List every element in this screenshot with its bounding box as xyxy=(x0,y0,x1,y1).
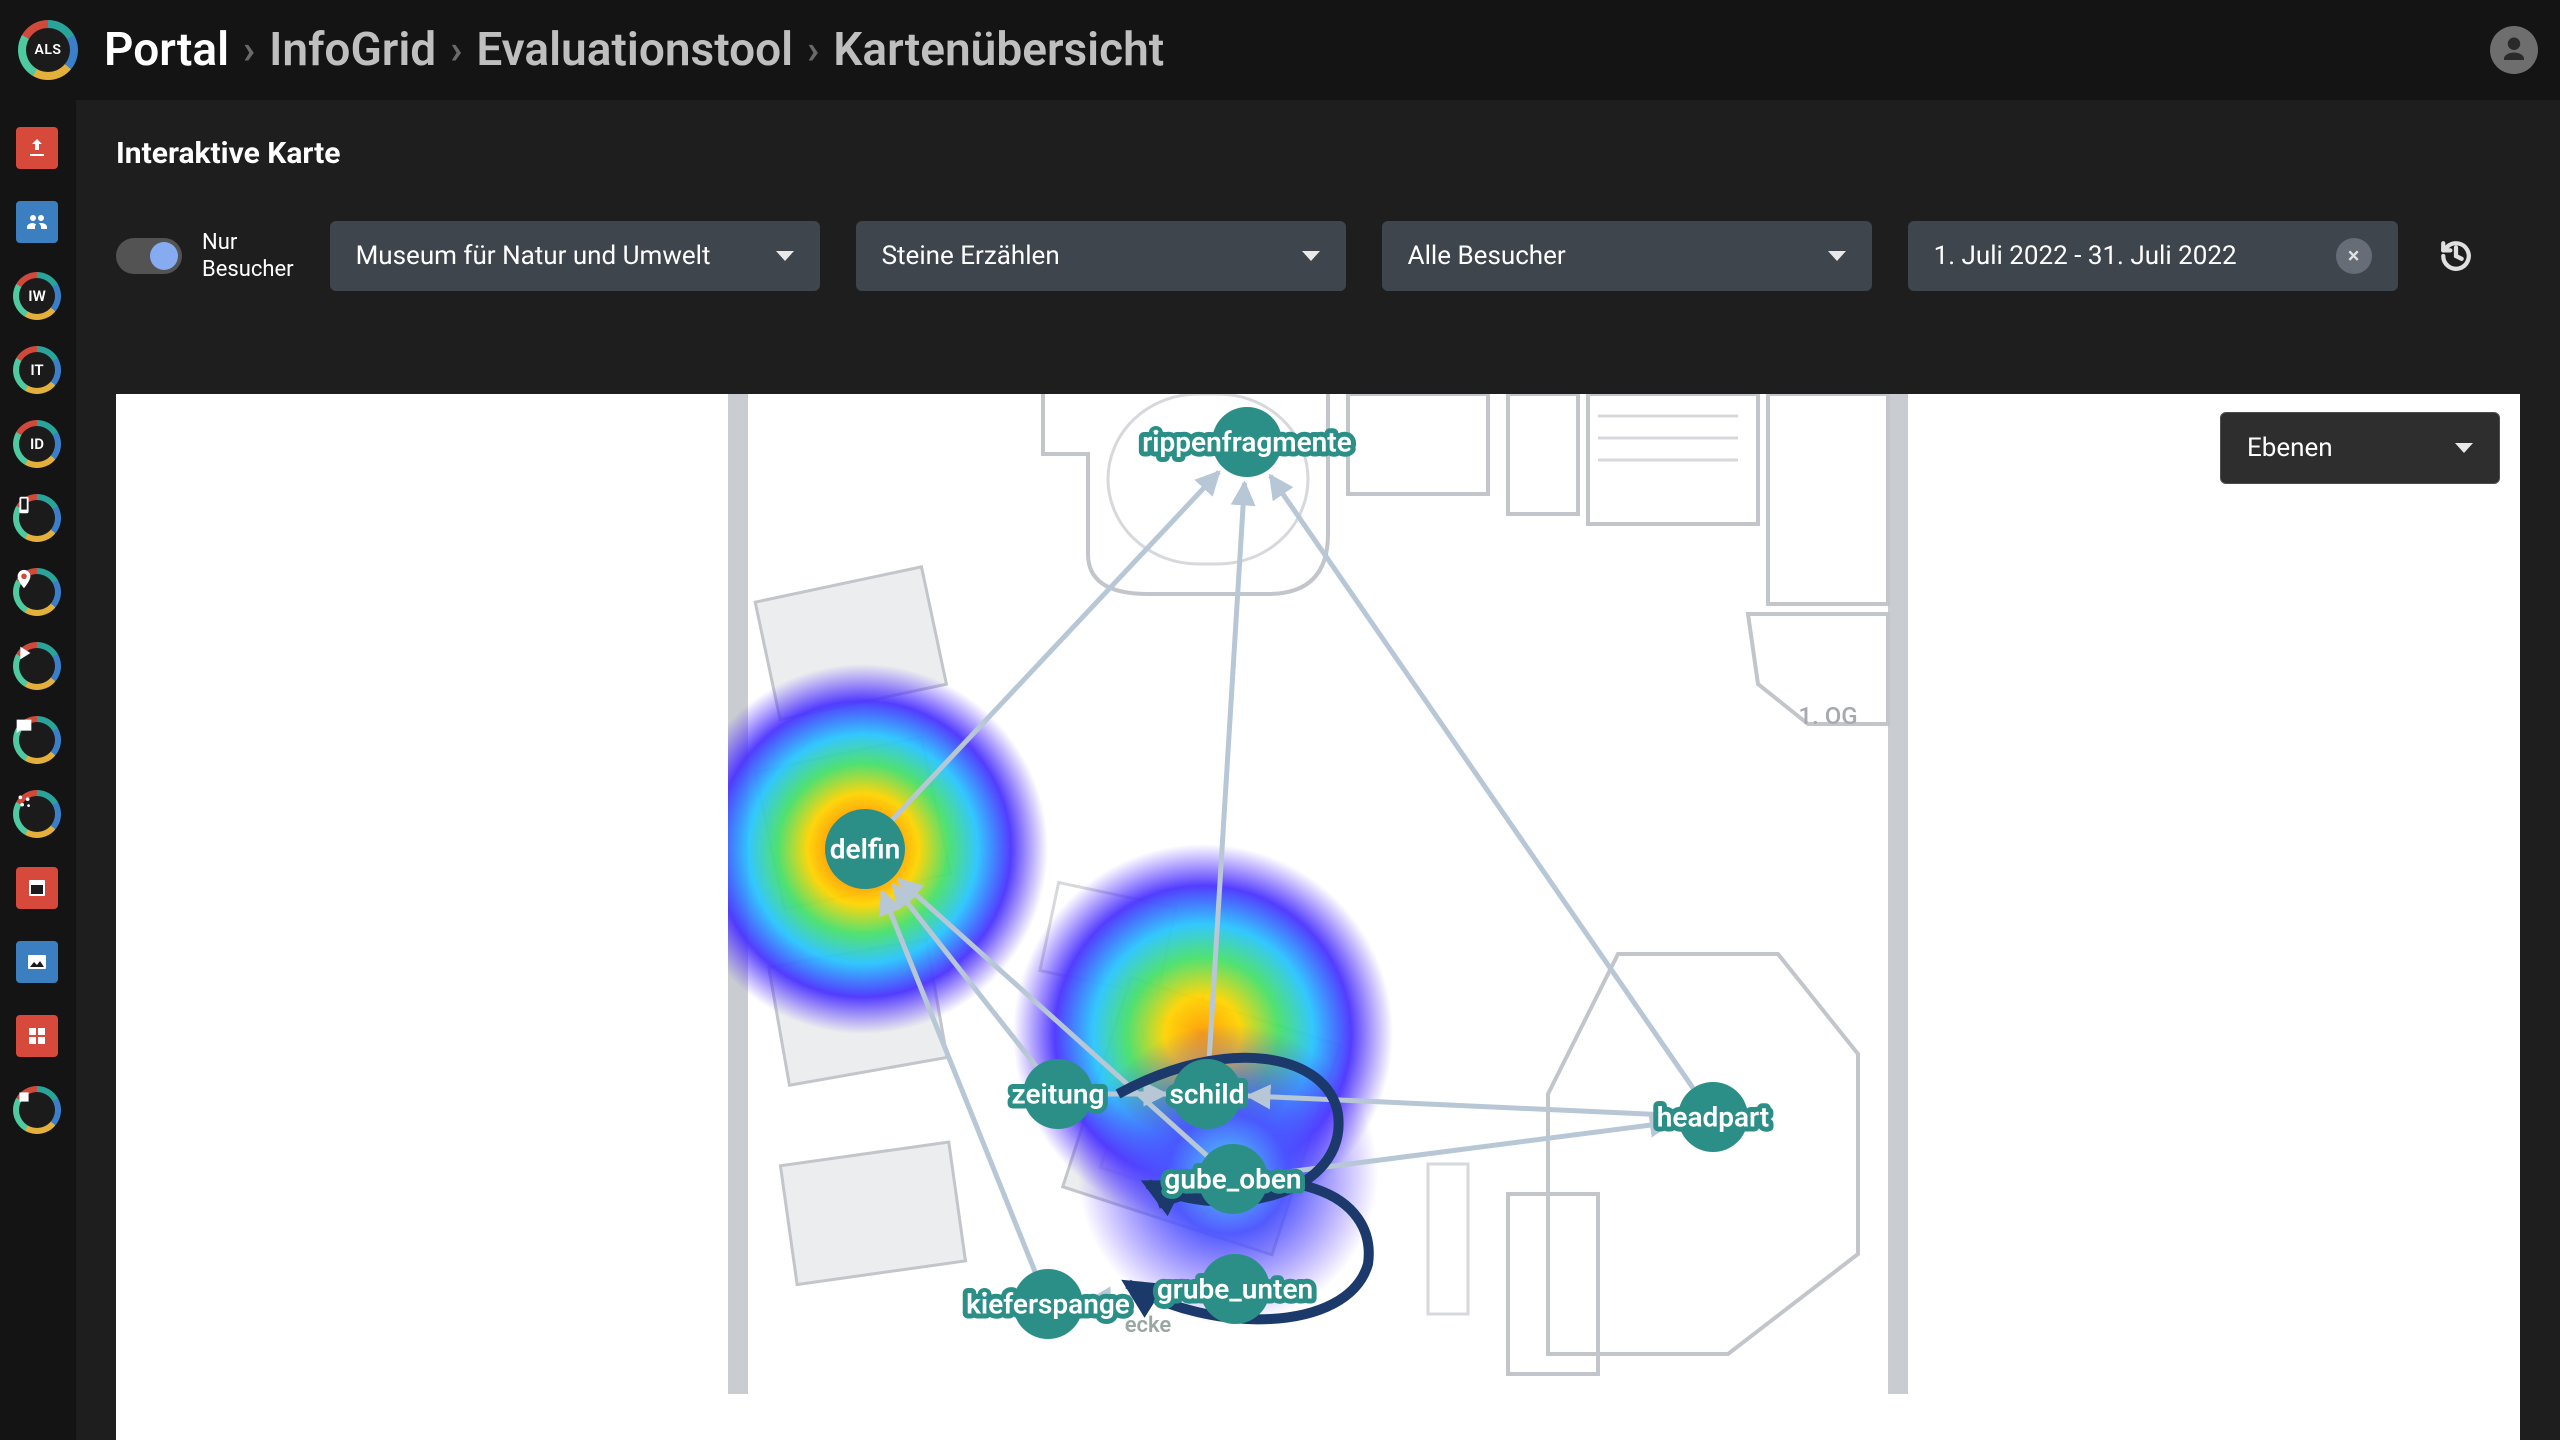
rail-item-1[interactable] xyxy=(13,198,61,246)
caret-down-icon xyxy=(776,251,794,261)
rail-upload-icon xyxy=(16,127,58,169)
rail-chat-icon xyxy=(13,716,61,764)
daterange-value: 1. Juli 2022 - 31. Juli 2022 xyxy=(1934,241,2237,271)
rail-item-0[interactable] xyxy=(13,124,61,172)
visitors-only-toggle-wrap: Nur Besucher xyxy=(116,229,294,284)
map-faded-label: ecke xyxy=(1125,1313,1172,1338)
breadcrumb-item-0[interactable]: Portal xyxy=(104,23,229,77)
svg-text:headpart: headpart xyxy=(1657,1101,1769,1134)
svg-text:rippenfragmente: rippenfragmente xyxy=(1142,426,1352,459)
user-avatar[interactable] xyxy=(2490,26,2538,74)
map-card: 1. OG xyxy=(116,394,2520,1440)
rail-item-6[interactable] xyxy=(13,568,61,616)
layers-dropdown[interactable]: Ebenen xyxy=(2220,412,2500,484)
filter-bar: Nur Besucher Museum für Natur und Umwelt… xyxy=(116,221,2520,291)
rail-item-4[interactable]: ID xyxy=(13,420,61,468)
breadcrumb-item-1[interactable]: InfoGrid xyxy=(269,23,436,77)
rail-play-icon xyxy=(13,642,61,690)
rail-ring-iw: IW xyxy=(13,272,61,320)
map-node-rippenfragmente[interactable]: rippenfragmente xyxy=(1142,407,1352,477)
exhibition-select[interactable]: Steine Erzählen xyxy=(856,221,1346,291)
rail-item-10[interactable] xyxy=(13,864,61,912)
visitors-select[interactable]: Alle Besucher xyxy=(1382,221,1872,291)
rail-phone-icon xyxy=(13,494,61,542)
content: Interaktive Karte Nur Besucher Museum fü… xyxy=(76,100,2560,1440)
topbar: ALS Portal › InfoGrid › Evaluationstool … xyxy=(0,0,2560,100)
caret-down-icon xyxy=(1302,251,1320,261)
svg-text:kieferspange: kieferspange xyxy=(966,1288,1130,1321)
rail-item-8[interactable] xyxy=(13,716,61,764)
floor-label: 1. OG xyxy=(1798,702,1857,730)
visitors-only-label: Nur Besucher xyxy=(202,229,294,284)
map-node-delfin[interactable]: delfin xyxy=(825,809,905,889)
rail-item-9[interactable] xyxy=(13,790,61,838)
svg-text:zeitung: zeitung xyxy=(1012,1078,1105,1111)
map-node-headpart[interactable]: headpart xyxy=(1657,1082,1769,1152)
rail-item-2[interactable]: IW xyxy=(13,272,61,320)
reset-filters-button[interactable] xyxy=(2434,234,2478,278)
rail-item-3[interactable]: IT xyxy=(13,346,61,394)
svg-text:schild: schild xyxy=(1170,1078,1245,1111)
breadcrumb-item-3[interactable]: Kartenübersicht xyxy=(833,23,1164,77)
rail-sparkle-icon xyxy=(13,790,61,838)
rail-item-12[interactable] xyxy=(13,1012,61,1060)
visitors-select-value: Alle Besucher xyxy=(1408,241,1566,271)
rail-image-icon xyxy=(16,941,58,983)
rail-item-5[interactable] xyxy=(13,494,61,542)
app-logo[interactable]: ALS xyxy=(18,20,78,80)
chevron-right-icon: › xyxy=(450,30,462,70)
visitors-only-toggle[interactable] xyxy=(116,238,182,274)
layers-dropdown-label: Ebenen xyxy=(2247,433,2333,463)
svg-text:gube_oben: gube_oben xyxy=(1164,1163,1301,1196)
exhibition-select-value: Steine Erzählen xyxy=(882,241,1060,271)
history-icon xyxy=(2439,239,2473,273)
chevron-right-icon: › xyxy=(243,30,255,70)
user-icon xyxy=(2499,35,2529,65)
breadcrumb: Portal › InfoGrid › Evaluationstool › Ka… xyxy=(104,23,1164,77)
caret-down-icon xyxy=(1828,251,1846,261)
svg-text:grube_unten: grube_unten xyxy=(1157,1273,1313,1306)
rail-item-7[interactable] xyxy=(13,642,61,690)
rail-group-icon xyxy=(16,201,58,243)
svg-text:delfin: delfin xyxy=(830,833,900,866)
rail-ring-id: ID xyxy=(13,420,61,468)
rail-ring-it: IT xyxy=(13,346,61,394)
museum-select-value: Museum für Natur und Umwelt xyxy=(356,241,711,271)
left-rail: IW IT ID xyxy=(0,114,74,1134)
caret-down-icon xyxy=(2455,443,2473,453)
daterange-select[interactable]: 1. Juli 2022 - 31. Juli 2022 xyxy=(1908,221,2398,291)
clear-daterange-button[interactable] xyxy=(2336,238,2372,274)
rail-item-11[interactable] xyxy=(13,938,61,986)
page-title: Interaktive Karte xyxy=(116,136,2520,171)
rail-grid-icon xyxy=(16,1015,58,1057)
rail-window-icon xyxy=(16,867,58,909)
breadcrumb-item-2[interactable]: Evaluationstool xyxy=(476,23,793,77)
rail-stop-icon xyxy=(13,1086,61,1134)
chevron-right-icon: › xyxy=(807,30,819,70)
floor-map[interactable]: 1. OG xyxy=(728,394,1908,1394)
app-logo-text: ALS xyxy=(35,42,62,58)
rail-item-13[interactable] xyxy=(13,1086,61,1134)
museum-select[interactable]: Museum für Natur und Umwelt xyxy=(330,221,820,291)
map-node-kieferspange[interactable]: kieferspange xyxy=(966,1269,1130,1339)
rail-pin-icon xyxy=(13,568,61,616)
